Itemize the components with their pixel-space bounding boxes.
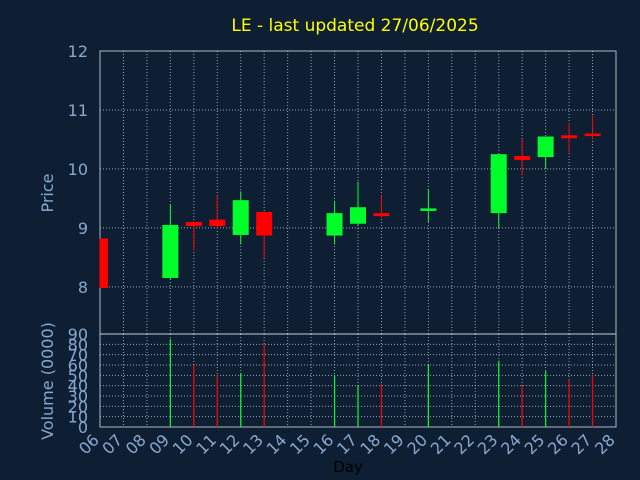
- volume-axis-label: Volume (0000): [38, 322, 57, 440]
- x-axis-label: Day: [333, 458, 363, 476]
- candle-body: [490, 154, 507, 214]
- candle-body: [561, 135, 578, 139]
- volume-tick-label: 90: [68, 325, 88, 344]
- volume-tick-label: 60: [68, 356, 88, 375]
- price-tick-label: 10: [68, 160, 88, 179]
- price-tick-label: 11: [68, 101, 88, 120]
- price-tick-label: 8: [78, 278, 88, 297]
- candle-body: [373, 213, 390, 217]
- volume-tick-label: 10: [68, 408, 88, 427]
- volume-tick-label: 0: [78, 418, 88, 437]
- candle-body: [537, 136, 554, 158]
- candle-body: [232, 200, 249, 235]
- candle-body: [162, 224, 179, 278]
- candle-body: [100, 238, 108, 289]
- price-tick-label: 12: [68, 42, 88, 61]
- volume-tick-label: 80: [68, 335, 88, 354]
- candle-body: [420, 208, 437, 211]
- price-tick-label: 9: [78, 219, 88, 238]
- candle-body: [326, 213, 343, 236]
- candle-body: [256, 211, 273, 236]
- price-axis-label: Price: [38, 173, 57, 212]
- volume-tick-label: 50: [68, 366, 88, 385]
- candle-body: [584, 133, 601, 137]
- candle-body: [185, 221, 202, 227]
- candle-body: [350, 207, 366, 224]
- volume-tick-label: 40: [68, 377, 88, 396]
- chart-title: LE - last updated 27/06/2025: [231, 16, 478, 36]
- volume-tick-label: 20: [68, 397, 88, 416]
- candle-body: [514, 155, 531, 161]
- x-tick-label: 28: [591, 430, 619, 458]
- volume-tick-label: 70: [68, 346, 88, 365]
- volume-tick-label: 30: [68, 387, 88, 406]
- candle-body: [209, 219, 226, 227]
